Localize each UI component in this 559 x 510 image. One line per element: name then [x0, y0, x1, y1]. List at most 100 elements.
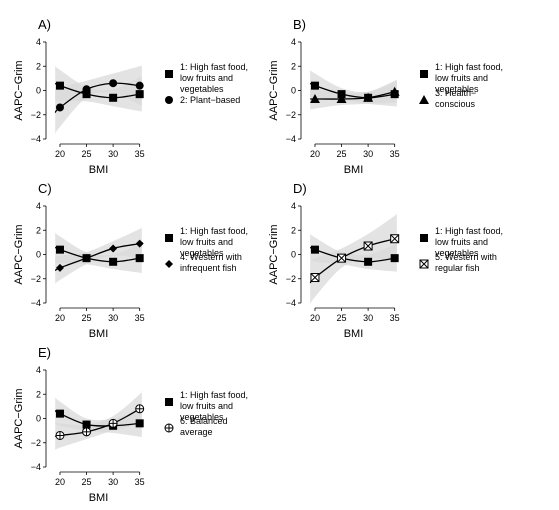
data-point-series-0-3 [390, 254, 399, 263]
y-axis-title: AAPC−Grim [13, 60, 25, 120]
data-point-series-1-1 [82, 85, 91, 94]
data-point-series-1-2 [363, 241, 373, 251]
x-axis-title: BMI [344, 328, 364, 340]
x-tick-label: 30 [363, 313, 373, 323]
panel-1: −4 −2 0 2 4 20 25 30 35 BMI AAPC−Grim B) 1: High fas… [268, 17, 503, 176]
x-tick-label: 30 [108, 149, 118, 159]
confidence-band-series-1 [310, 213, 398, 305]
data-point-series-1-1 [337, 253, 347, 263]
x-tick-label: 35 [135, 313, 145, 323]
data-point-series-1-2 [108, 418, 118, 428]
y-tick-label: −2 [31, 438, 41, 448]
legend-label: low fruits and [435, 73, 488, 83]
x-tick-label: 20 [55, 149, 65, 159]
confidence-band-series-1 [55, 390, 143, 450]
data-point-series-1-3 [390, 234, 400, 244]
panel-3: −4 −2 0 2 4 20 25 30 35 BMI AAPC−Grim D) 1: High fas… [268, 181, 503, 340]
data-point-series-1-1 [82, 427, 92, 437]
data-point-series-1-3 [389, 86, 400, 96]
legend: 1: High fast food,low fruits andvegetabl… [419, 226, 503, 273]
x-tick-label: 20 [55, 477, 65, 487]
y-tick-label: −2 [286, 274, 296, 284]
panel-title: A) [38, 17, 51, 32]
panel-title: C) [38, 181, 52, 196]
data-point-series-0-2 [364, 257, 373, 266]
data-point-series-1-2 [363, 92, 374, 102]
data-point-series-0-0 [55, 245, 64, 254]
legend-label: low fruits and [435, 237, 488, 247]
x-axis-title: BMI [89, 328, 109, 340]
panel-title: B) [293, 17, 306, 32]
x-axis-title: BMI [89, 164, 109, 176]
y-tick-label: 4 [36, 37, 41, 47]
data-point-series-0-3 [135, 90, 144, 99]
x-tick-label: 35 [390, 313, 400, 323]
y-tick-label: 0 [36, 414, 41, 424]
legend-key-square [420, 234, 428, 242]
y-tick-label: 0 [291, 250, 296, 260]
panel-2: −4 −2 0 2 4 20 25 30 35 BMI AAPC−Grim C) 1: High fas… [13, 181, 248, 340]
legend-label: low fruits and [180, 73, 233, 83]
data-point-series-1-1 [336, 93, 347, 103]
panel-4: −4 −2 0 2 4 20 25 30 35 BMI AAPC−Grim E) 1: High fas… [13, 345, 248, 504]
y-tick-label: −4 [31, 462, 41, 472]
legend-key-triangle [419, 95, 429, 104]
legend-label: 2: Plant−based [180, 95, 240, 105]
x-tick-label: 30 [108, 477, 118, 487]
x-tick-label: 25 [82, 313, 92, 323]
legend-key-diamond [165, 260, 173, 268]
data-point-series-0-3 [135, 254, 144, 263]
legend-label: low fruits and [180, 401, 233, 411]
confidence-band-series-1 [55, 227, 143, 284]
legend-label: 4: Western with [180, 252, 242, 262]
legend: 1: High fast food,low fruits andvegetabl… [165, 62, 248, 105]
legend-label: 3: Health− [435, 88, 476, 98]
y-tick-label: −2 [31, 110, 41, 120]
data-point-series-1-3 [135, 81, 144, 90]
x-tick-label: 35 [390, 149, 400, 159]
y-tick-label: 4 [36, 365, 41, 375]
data-point-series-0-1 [82, 420, 91, 429]
data-point-series-0-3 [135, 419, 144, 428]
data-point-series-1-0 [55, 430, 65, 440]
x-tick-label: 25 [82, 149, 92, 159]
data-point-series-1-1 [82, 254, 91, 263]
y-tick-label: 2 [36, 389, 41, 399]
data-point-series-1-0 [55, 103, 64, 112]
y-axis-title: AAPC−Grim [13, 224, 25, 284]
y-tick-label: 4 [291, 37, 296, 47]
data-point-series-1-2 [109, 244, 118, 253]
legend-label: 1: High fast food, [435, 62, 503, 72]
data-point-series-1-0 [309, 93, 320, 103]
legend-label: vegetables [180, 248, 224, 258]
x-axis-title: BMI [89, 492, 109, 504]
legend-label: regular fish [435, 263, 480, 273]
legend-label: 1: High fast food, [435, 226, 503, 236]
y-tick-label: 4 [36, 201, 41, 211]
legend-label: vegetables [435, 248, 479, 258]
data-point-series-1-0 [310, 273, 320, 283]
y-tick-label: 0 [291, 86, 296, 96]
data-point-series-0-2 [109, 93, 118, 102]
legend-label: 5: Western with [435, 252, 497, 262]
data-point-series-1-3 [135, 239, 144, 248]
data-point-series-0-0 [310, 81, 319, 90]
x-tick-label: 20 [310, 149, 320, 159]
x-tick-label: 35 [135, 477, 145, 487]
y-tick-label: 2 [36, 225, 41, 235]
legend-label: 6: Balanced [180, 416, 228, 426]
data-point-series-0-0 [310, 245, 319, 254]
data-point-series-1-3 [135, 404, 145, 414]
legend: 1: High fast food,low fruits andvegetabl… [419, 62, 503, 109]
legend-key-square [165, 234, 173, 242]
y-tick-label: −4 [31, 298, 41, 308]
legend-label: low fruits and [180, 237, 233, 247]
legend-key-crossed-circle [164, 423, 174, 433]
x-tick-label: 20 [55, 313, 65, 323]
confidence-band-series-1 [310, 79, 398, 110]
y-tick-label: −2 [31, 274, 41, 284]
y-tick-label: −2 [286, 110, 296, 120]
x-axis-title: BMI [344, 164, 364, 176]
data-point-series-0-2 [109, 257, 118, 266]
legend: 1: High fast food,low fruits andvegetabl… [164, 390, 248, 437]
